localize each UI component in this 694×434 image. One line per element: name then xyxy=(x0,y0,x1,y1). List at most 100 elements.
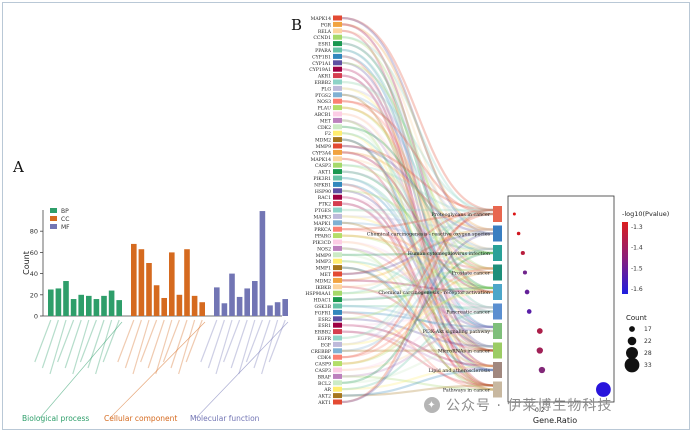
gene-node xyxy=(333,28,342,34)
term-label-stub xyxy=(215,319,233,375)
sankey-link xyxy=(341,260,494,368)
sankey-link xyxy=(341,260,494,313)
gene-node xyxy=(333,220,342,226)
sankey-link xyxy=(341,100,494,270)
size-legend-dot xyxy=(627,336,637,346)
group-bracket xyxy=(39,321,123,419)
sankey-link xyxy=(341,267,494,295)
gene-label: MAPK1 xyxy=(314,221,332,227)
gene-node xyxy=(333,79,342,85)
sankey-link xyxy=(341,144,494,235)
bar-cc xyxy=(191,295,198,316)
sankey-link xyxy=(341,267,494,359)
legend-label-mf: MF xyxy=(61,224,70,231)
term-label-stub xyxy=(223,319,241,363)
sankey-link xyxy=(341,240,494,333)
bar-bp xyxy=(101,295,107,316)
colorbar-tick-label: -1.6 xyxy=(631,286,643,293)
sankey-link xyxy=(341,55,494,329)
gene-label: CASP3 xyxy=(315,368,331,374)
sankey-link xyxy=(341,119,494,329)
panel-a-label: A xyxy=(13,158,24,176)
sankey-links xyxy=(341,16,494,404)
x-axis-label: Gene.Ratio xyxy=(533,416,577,425)
sankey-link xyxy=(341,42,494,274)
gene-label: CCND1 xyxy=(313,35,331,41)
gene-node xyxy=(333,271,342,277)
gene-node xyxy=(333,303,342,309)
legend-swatch-mf xyxy=(50,224,57,229)
pathway-node xyxy=(493,342,502,359)
sankey-link xyxy=(341,202,494,372)
sankey-link xyxy=(341,29,494,352)
sankey-link xyxy=(341,29,494,251)
sankey-link xyxy=(341,74,494,372)
sankey-link xyxy=(341,329,494,372)
gene-node xyxy=(333,105,342,111)
term-label-stub xyxy=(238,319,256,375)
sankey-link xyxy=(341,228,494,270)
sankey-link xyxy=(341,228,494,282)
gene-label: AR xyxy=(323,387,331,393)
gene-label: ERBB2 xyxy=(315,80,332,86)
sankey-link xyxy=(341,266,494,387)
bar-bp xyxy=(108,290,115,316)
bar-mf xyxy=(274,302,281,316)
gene-node xyxy=(333,201,342,207)
gene-label: AKT2 xyxy=(317,394,331,400)
sankey-link xyxy=(341,234,494,290)
pathway-label: Pancreatic cancer xyxy=(446,310,490,316)
size-legend-dot xyxy=(626,347,638,359)
bubble-point xyxy=(516,231,521,236)
gene-label: NFKB1 xyxy=(314,182,331,188)
gene-label: ESR2 xyxy=(318,317,331,323)
bar-bp xyxy=(55,288,62,316)
pathway-label: MicroRNAs in cancer xyxy=(438,349,491,355)
sankey-link xyxy=(341,251,494,320)
gene-node xyxy=(333,373,342,379)
gene-node xyxy=(333,15,342,21)
sankey-link xyxy=(341,247,494,352)
gene-label: GSK3B xyxy=(314,304,331,310)
gene-node xyxy=(333,348,342,354)
gene-node xyxy=(333,361,342,367)
gene-label: MET xyxy=(320,272,332,278)
gene-node xyxy=(333,34,342,40)
bar-cc xyxy=(161,297,167,316)
gene-node xyxy=(333,130,342,136)
size-legend-label: 22 xyxy=(644,338,652,345)
gene-node xyxy=(333,143,342,149)
gene-node xyxy=(333,258,342,264)
bar-bp xyxy=(63,281,69,316)
term-label-stub xyxy=(147,319,165,369)
term-label-stub xyxy=(95,319,113,375)
term-label-stub xyxy=(132,319,150,375)
sankey-link xyxy=(341,55,494,391)
term-label-stub xyxy=(64,319,82,369)
gene-label: MET xyxy=(320,118,332,124)
legend-swatch-bp xyxy=(50,208,57,213)
sankey-link xyxy=(341,202,494,387)
sankey-link xyxy=(341,285,494,352)
sankey-link xyxy=(341,23,494,231)
gene-node xyxy=(333,329,342,335)
sankey-link xyxy=(341,384,494,397)
sankey-link xyxy=(341,106,494,274)
figure-frame xyxy=(2,2,690,430)
y-tick-label: 80 xyxy=(30,228,38,236)
colorbar-tick-label: -1.4 xyxy=(631,245,643,252)
pathway-node xyxy=(493,264,502,281)
sankey-link xyxy=(341,311,494,329)
sankey-link xyxy=(341,189,494,348)
watermark: ✦ 公众号 · 伊莱博生物科技 xyxy=(424,395,612,415)
bar-mf xyxy=(214,287,220,316)
sankey-link xyxy=(341,208,494,404)
sankey-link xyxy=(341,208,494,340)
gene-label: MMP3 xyxy=(316,259,331,265)
gene-label: CASP9 xyxy=(315,362,331,368)
gene-label: BRAF xyxy=(318,374,331,380)
term-label-stub xyxy=(102,319,120,363)
term-label-stub xyxy=(170,319,188,369)
gene-label: FGFR1 xyxy=(315,310,332,316)
